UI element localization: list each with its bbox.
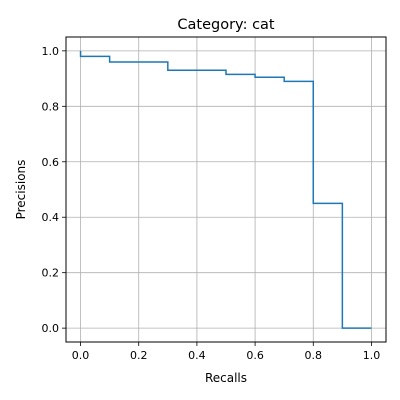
x-axis-label: Recalls [205,371,247,385]
y-tick-label: 0.2 [42,267,60,280]
y-tick-label: 0.8 [42,100,60,113]
x-axis-ticks: 0.0 0.2 0.4 0.6 0.8 1.0 [72,342,380,362]
plot-frame [65,36,387,343]
y-tick-label: 0.6 [42,156,60,169]
x-tick-label: 0.8 [305,349,323,362]
x-tick-label: 0.6 [246,349,264,362]
precision-recall-series [79,50,372,329]
chart-title: Category: cat [177,17,275,33]
x-tick-label: 1.0 [363,349,381,362]
x-tick-label: 0.4 [188,349,206,362]
x-tick-label: 0.2 [130,349,148,362]
y-axis-label: Precisions [14,160,28,220]
y-axis-ticks: 0.0 0.2 0.4 0.6 0.8 1.0 [42,45,66,335]
y-tick-label: 1.0 [42,45,60,58]
x-tick-label: 0.0 [72,349,90,362]
y-tick-label: 0.4 [42,211,60,224]
y-tick-label: 0.0 [42,322,60,335]
